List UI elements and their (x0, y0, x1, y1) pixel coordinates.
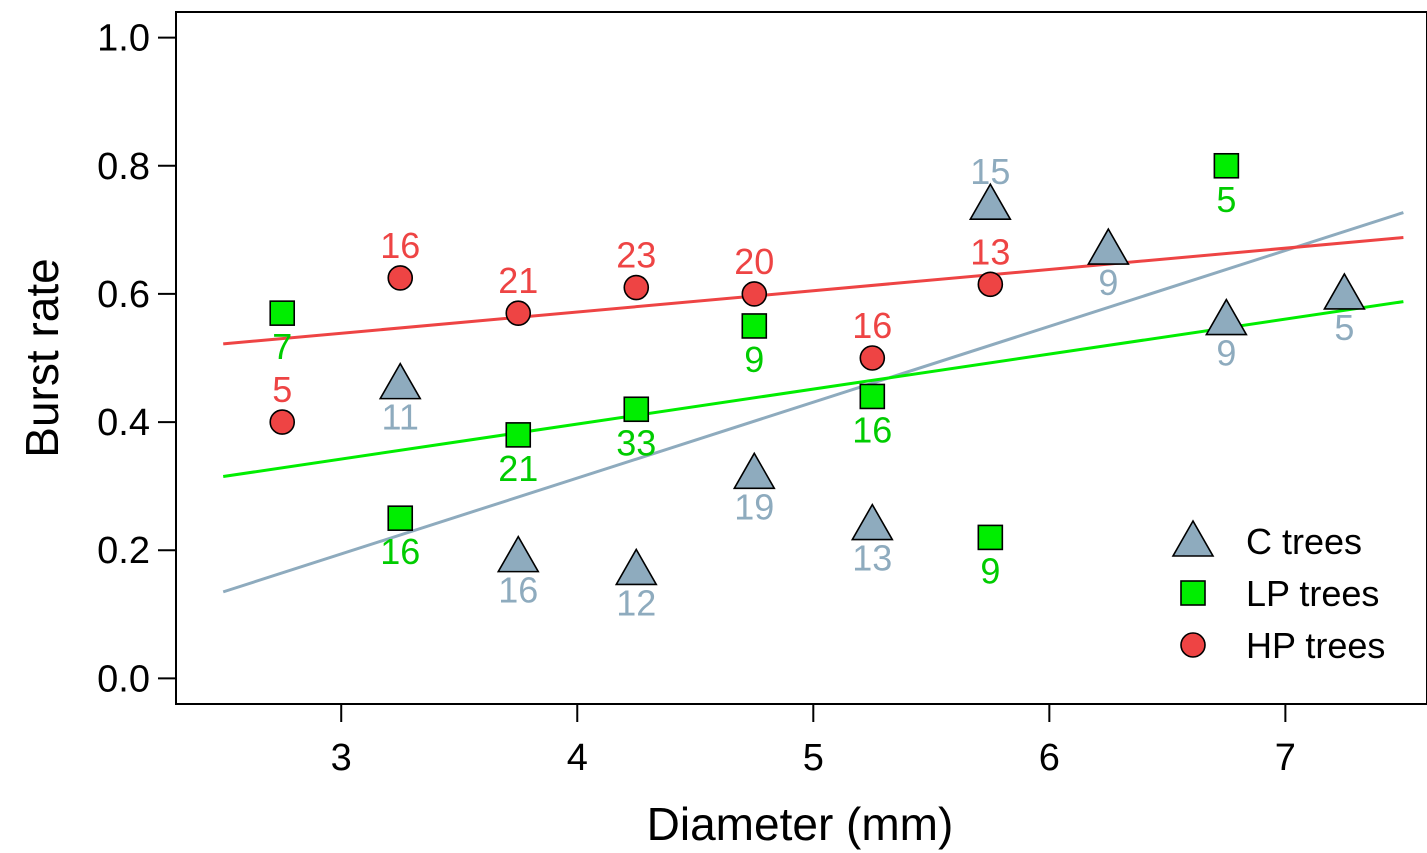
y-tick-label: 0.4 (97, 402, 150, 444)
lp-trees-count-label: 21 (498, 448, 538, 489)
c-trees-count-label: 12 (616, 582, 656, 623)
y-tick-label: 0.6 (97, 274, 150, 316)
c-trees-count-label: 11 (382, 397, 419, 438)
hp-trees-count-label: 5 (272, 369, 292, 410)
lp-trees-count-label: 16 (380, 531, 420, 572)
x-axis: 3 4 5 6 7 (331, 704, 1296, 779)
c-trees-point (1088, 229, 1128, 264)
lp-trees-point (978, 525, 1002, 549)
hp-trees-point (742, 282, 766, 306)
legend-lp-trees-label: LP trees (1246, 573, 1379, 614)
x-axis-title: Diameter (mm) (647, 798, 954, 850)
c-trees-point (616, 549, 656, 584)
y-axis-title: Burst rate (16, 258, 68, 457)
lp-trees-count-label: 16 (852, 409, 892, 450)
hp-trees-count-label: 13 (970, 231, 1010, 272)
c-trees-count-label: 9 (1216, 333, 1236, 374)
hp-trees-point (388, 266, 412, 290)
y-tick-label: 1.0 (97, 18, 150, 60)
hp-trees-point (860, 346, 884, 370)
legend-c-trees-icon (1173, 521, 1213, 556)
hp-trees-point (506, 301, 530, 325)
y-tick-label: 0.2 (97, 530, 150, 572)
y-tick-label: 0.8 (97, 146, 150, 188)
legend: C trees LP trees HP trees (1173, 521, 1385, 666)
c-trees-point (852, 505, 892, 540)
c-trees-count-label: 5 (1334, 307, 1354, 348)
y-tick-label: 0.0 (97, 658, 150, 700)
hp-trees-count-label: 21 (498, 260, 538, 301)
hp-trees-point (978, 272, 1002, 296)
lp-trees-count-label: 33 (616, 422, 656, 463)
lp-trees-point (742, 314, 766, 338)
lp-trees-count-label: 7 (272, 326, 292, 367)
lp-trees-count-label: 9 (980, 550, 1000, 591)
c-trees-point (734, 453, 774, 488)
x-tick-label: 4 (567, 737, 588, 779)
lp-trees-count-label: 9 (744, 339, 764, 380)
legend-hp-trees-label: HP trees (1246, 625, 1385, 666)
hp-trees-point (624, 276, 648, 300)
data-points (270, 154, 1364, 585)
lp-trees-point (388, 506, 412, 530)
c-trees-count-label: 15 (970, 151, 1010, 192)
c-trees-count-label: 9 (1098, 262, 1118, 303)
c-trees-point (1324, 274, 1364, 309)
c-trees-point (1206, 300, 1246, 335)
c-trees-count-label: 19 (734, 486, 774, 527)
c-trees-count-label: 16 (498, 570, 538, 611)
c-trees-point (380, 364, 420, 399)
c-trees-point (498, 537, 538, 572)
hp-trees-count-label: 20 (734, 241, 774, 282)
hp-trees-count-label: 23 (616, 235, 656, 276)
lp-trees-point (860, 384, 884, 408)
plot-frame (176, 12, 1427, 704)
legend-c-trees-label: C trees (1246, 521, 1362, 562)
lp-trees-point (624, 397, 648, 421)
hp-trees-count-label: 16 (380, 225, 420, 266)
x-tick-label: 6 (1039, 737, 1060, 779)
hp-trees-point (270, 410, 294, 434)
lp-trees-point (506, 423, 530, 447)
y-axis: 0.0 0.2 0.4 0.6 0.8 1.0 (97, 18, 176, 701)
c-trees-count-label: 13 (852, 538, 892, 579)
x-tick-label: 7 (1275, 737, 1296, 779)
hp-trees-count-label: 16 (852, 305, 892, 346)
lp-trees-point (270, 301, 294, 325)
legend-hp-trees-icon (1181, 633, 1205, 657)
lp-trees-point (1214, 154, 1238, 178)
x-tick-label: 5 (803, 737, 824, 779)
lp-trees-count-label: 5 (1216, 179, 1236, 220)
legend-lp-trees-icon (1181, 581, 1205, 605)
x-tick-label: 3 (331, 737, 352, 779)
